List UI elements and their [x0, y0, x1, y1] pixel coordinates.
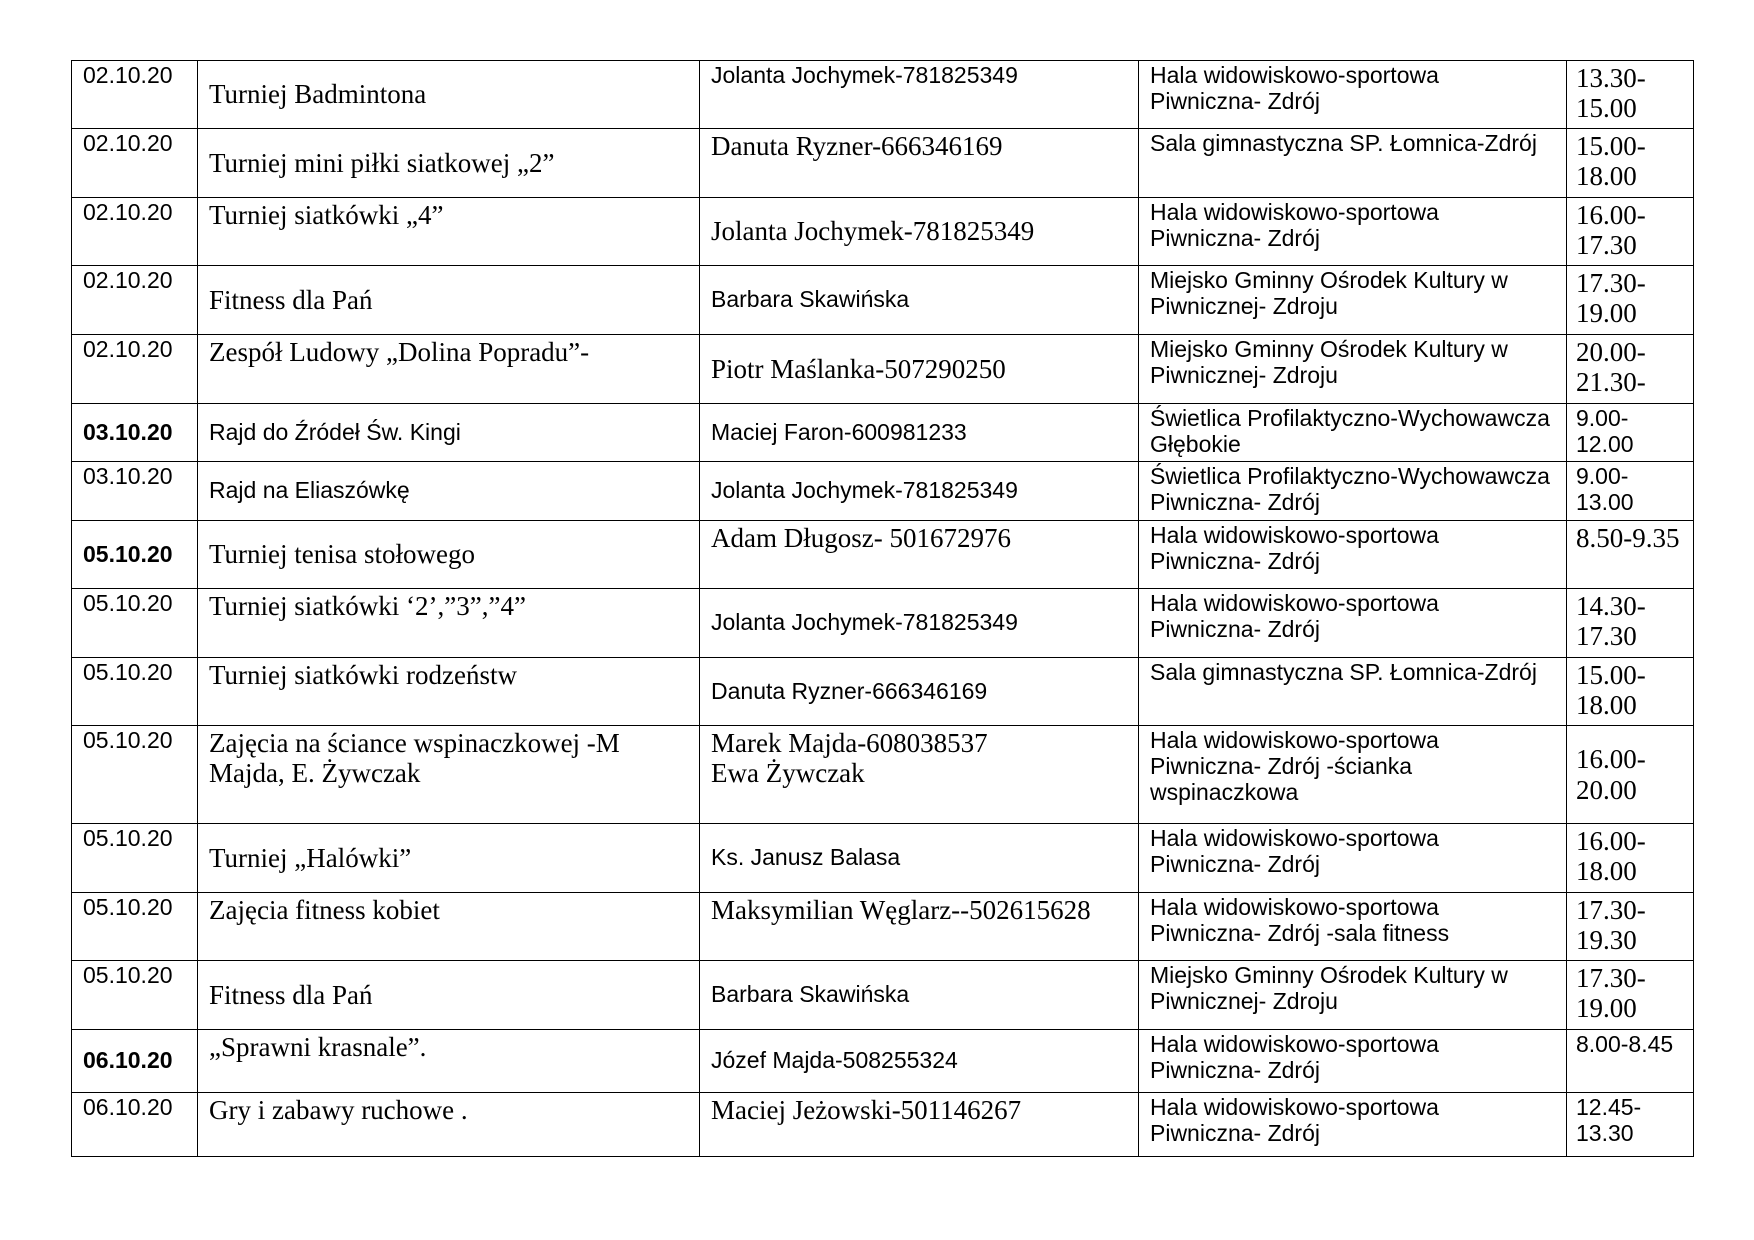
cell-date: 05.10.20: [71, 725, 198, 824]
cell-contact: Barbara Skawińska: [699, 265, 1139, 335]
cell-time: 8.50-9.35: [1566, 520, 1694, 589]
cell-contact: Maciej Jeżowski-501146267: [699, 1092, 1139, 1157]
cell-place: Hala widowiskowo-sportowa Piwniczna- Zdr…: [1138, 725, 1567, 824]
cell-date: 05.10.20: [71, 520, 198, 589]
table-row: 02.10.20 Zespół Ludowy „Dolina Popradu”- P…: [71, 334, 1694, 404]
cell-date: 05.10.20: [71, 657, 198, 726]
table-row: 06.10.20 „Sprawni krasnale”. Józef Majda-5…: [71, 1029, 1694, 1093]
table-row: 02.10.20 Fitness dla Pań Barbara Skawińska…: [71, 265, 1694, 335]
cell-time: 12.45-13.30: [1566, 1092, 1694, 1157]
cell-time: 16.00-18.00: [1566, 823, 1694, 893]
cell-contact: Danuta Ryzner-666346169: [699, 128, 1139, 198]
cell-date: 05.10.20: [71, 823, 198, 893]
cell-date: 02.10.20: [71, 265, 198, 335]
cell-contact: Marek Majda-608038537 Ewa Żywczak: [699, 725, 1139, 824]
cell-place: Świetlica Profilaktyczno-Wychowawcza Piw…: [1138, 461, 1567, 521]
cell-contact: Jolanta Jochymek-781825349: [699, 588, 1139, 658]
cell-activity: Turniej siatkówki „4”: [197, 197, 700, 266]
table-row: 05.10.20 Turniej siatkówki rodzeństw Danut…: [71, 657, 1694, 726]
cell-place: Sala gimnastyczna SP. Łomnica-Zdrój: [1138, 657, 1567, 726]
cell-activity: Turniej siatkówki rodzeństw: [197, 657, 700, 726]
cell-place: Hala widowiskowo-sportowa Piwniczna- Zdr…: [1138, 1029, 1567, 1093]
cell-activity: Rajd do Źródeł Św. Kingi: [197, 403, 700, 462]
cell-place: Sala gimnastyczna SP. Łomnica-Zdrój: [1138, 128, 1567, 198]
table-row: 06.10.20 Gry i zabawy ruchowe . Maciej Jeż…: [71, 1092, 1694, 1157]
cell-place: Hala widowiskowo-sportowa Piwniczna- Zdr…: [1138, 197, 1567, 266]
cell-activity: Zajęcia na ściance wspinaczkowej -M Majd…: [197, 725, 700, 824]
cell-contact: Jolanta Jochymek-781825349: [699, 197, 1139, 266]
cell-activity: Turniej „Halówki”: [197, 823, 700, 893]
cell-place: Świetlica Profilaktyczno-Wychowawcza Głę…: [1138, 403, 1567, 462]
cell-time: 17.30-19.00: [1566, 265, 1694, 335]
schedule-body: 02.10.20 Turniej Badmintona Jolanta Jochym…: [71, 60, 1694, 1157]
table-row: 02.10.20 Turniej Badmintona Jolanta Jochym…: [71, 60, 1694, 129]
table-row: 02.10.20 Turniej mini piłki siatkowej „2”…: [71, 128, 1694, 198]
cell-place: Miejsko Gminny Ośrodek Kultury w Piwnicz…: [1138, 265, 1567, 335]
cell-contact: Józef Majda-508255324: [699, 1029, 1139, 1093]
table-row: 05.10.20 Fitness dla Pań Barbara Skawińska…: [71, 960, 1694, 1030]
cell-date: 03.10.20: [71, 403, 198, 462]
cell-activity: Turniej siatkówki ‘2’,”3”,”4”: [197, 588, 700, 658]
cell-activity: „Sprawni krasnale”.: [197, 1029, 700, 1093]
cell-activity: Zespół Ludowy „Dolina Popradu”-: [197, 334, 700, 404]
cell-time: 20.00-21.30-: [1566, 334, 1694, 404]
table-row: 03.10.20 Rajd do Źródeł Św. Kingi Maciej F…: [71, 403, 1694, 462]
cell-contact: Adam Długosz- 501672976: [699, 520, 1139, 589]
cell-place: Hala widowiskowo-sportowa Piwniczna- Zdr…: [1138, 520, 1567, 589]
cell-date: 05.10.20: [71, 892, 198, 961]
cell-activity: Turniej Badmintona: [197, 60, 700, 129]
cell-contact: Ks. Janusz Balasa: [699, 823, 1139, 893]
cell-activity: Rajd na Eliaszówkę: [197, 461, 700, 521]
cell-contact: Maksymilian Węglarz--502615628: [699, 892, 1139, 961]
cell-date: 02.10.20: [71, 128, 198, 198]
cell-activity: Turniej tenisa stołowego: [197, 520, 700, 589]
schedule-table: 02.10.20 Turniej Badmintona Jolanta Jochym…: [71, 60, 1694, 1157]
table-row: 05.10.20 Zajęcia na ściance wspinaczkowej…: [71, 725, 1694, 824]
cell-time: 15.00-18.00: [1566, 657, 1694, 726]
cell-contact: Jolanta Jochymek-781825349: [699, 60, 1139, 129]
table-row: 05.10.20 Turniej „Halówki” Ks. Janusz Bala…: [71, 823, 1694, 893]
cell-place: Hala widowiskowo-sportowa Piwniczna- Zdr…: [1138, 823, 1567, 893]
cell-place: Hala widowiskowo-sportowa Piwniczna- Zdr…: [1138, 892, 1567, 961]
cell-place: Miejsko Gminny Ośrodek Kultury w Piwnicz…: [1138, 960, 1567, 1030]
cell-contact: Danuta Ryzner-666346169: [699, 657, 1139, 726]
cell-time: 14.30-17.30: [1566, 588, 1694, 658]
cell-time: 15.00-18.00: [1566, 128, 1694, 198]
cell-activity: Turniej mini piłki siatkowej „2”: [197, 128, 700, 198]
cell-time: 16.00-17.30: [1566, 197, 1694, 266]
cell-activity: Zajęcia fitness kobiet: [197, 892, 700, 961]
cell-date: 06.10.20: [71, 1029, 198, 1093]
cell-contact: Piotr Maślanka-507290250: [699, 334, 1139, 404]
cell-activity: Fitness dla Pań: [197, 960, 700, 1030]
cell-time: 9.00-12.00: [1566, 403, 1694, 462]
cell-time: 16.00-20.00: [1566, 725, 1694, 824]
table-row: 05.10.20 Turniej siatkówki ‘2’,”3”,”4” Jol…: [71, 588, 1694, 658]
cell-place: Hala widowiskowo-sportowa Piwniczna- Zdr…: [1138, 588, 1567, 658]
table-row: 05.10.20 Zajęcia fitness kobiet Maksymilia…: [71, 892, 1694, 961]
cell-contact: Barbara Skawińska: [699, 960, 1139, 1030]
cell-time: 9.00-13.00: [1566, 461, 1694, 521]
cell-date: 05.10.20: [71, 960, 198, 1030]
cell-place: Hala widowiskowo-sportowa Piwniczna- Zdr…: [1138, 1092, 1567, 1157]
cell-contact: Jolanta Jochymek-781825349: [699, 461, 1139, 521]
cell-time: 17.30-19.30: [1566, 892, 1694, 961]
table-row: 02.10.20 Turniej siatkówki „4” Jolanta Joc…: [71, 197, 1694, 266]
cell-date: 02.10.20: [71, 334, 198, 404]
cell-date: 02.10.20: [71, 197, 198, 266]
cell-time: 13.30-15.00: [1566, 60, 1694, 129]
cell-activity: Fitness dla Pań: [197, 265, 700, 335]
cell-activity: Gry i zabawy ruchowe .: [197, 1092, 700, 1157]
cell-date: 03.10.20: [71, 461, 198, 521]
table-row: 05.10.20 Turniej tenisa stołowego Adam Dłu…: [71, 520, 1694, 589]
cell-date: 06.10.20: [71, 1092, 198, 1157]
cell-place: Hala widowiskowo-sportowa Piwniczna- Zdr…: [1138, 60, 1567, 129]
cell-place: Miejsko Gminny Ośrodek Kultury w Piwnicz…: [1138, 334, 1567, 404]
cell-date: 05.10.20: [71, 588, 198, 658]
table-row: 03.10.20 Rajd na Eliaszówkę Jolanta Jochym…: [71, 461, 1694, 521]
cell-time: 8.00-8.45: [1566, 1029, 1694, 1093]
cell-time: 17.30-19.00: [1566, 960, 1694, 1030]
cell-date: 02.10.20: [71, 60, 198, 129]
cell-contact: Maciej Faron-600981233: [699, 403, 1139, 462]
